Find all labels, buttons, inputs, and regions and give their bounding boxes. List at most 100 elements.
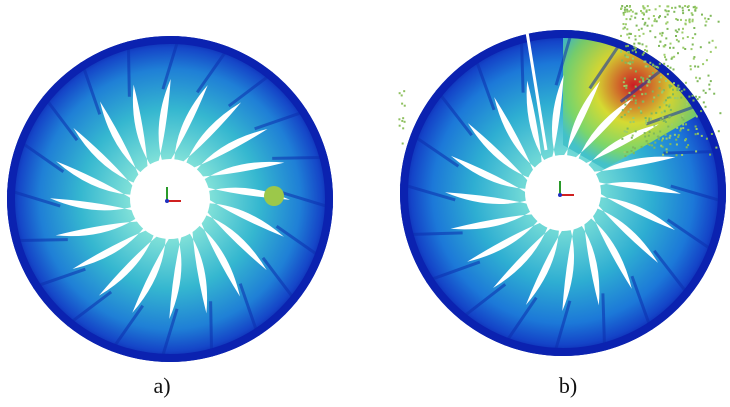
debris-particle	[624, 9, 626, 11]
debris-particle	[404, 121, 406, 123]
debris-particle	[635, 70, 637, 72]
debris-particle	[690, 65, 692, 67]
debris-particle	[621, 60, 623, 62]
debris-particle	[670, 85, 672, 87]
debris-particle	[688, 9, 690, 11]
debris-particle	[697, 133, 699, 135]
debris-particle	[399, 92, 401, 94]
debris-particle	[631, 15, 633, 17]
debris-particle	[398, 118, 400, 120]
debris-particle	[620, 35, 622, 37]
debris-particle	[660, 76, 662, 78]
debris-particle	[632, 58, 634, 60]
debris-particle	[645, 45, 647, 47]
debris-particle	[630, 9, 632, 11]
debris-particle	[677, 52, 679, 54]
sector-edge	[405, 233, 462, 235]
debris-particle	[654, 36, 656, 38]
debris-particle	[673, 56, 675, 58]
debris-particle	[694, 33, 696, 35]
debris-particle	[647, 5, 649, 7]
debris-particle	[620, 8, 622, 10]
debris-particle	[715, 47, 717, 49]
debris-particle	[621, 5, 623, 7]
debris-particle	[653, 147, 655, 149]
debris-particle	[693, 58, 695, 60]
debris-particle	[676, 154, 678, 156]
debris-particle	[665, 23, 667, 25]
debris-particle	[677, 85, 679, 87]
debris-particle	[638, 29, 640, 31]
debris-particle	[672, 89, 674, 91]
debris-particle	[718, 130, 720, 132]
debris-particle	[688, 96, 690, 98]
debris-particle	[645, 117, 647, 119]
debris-particle	[641, 28, 643, 30]
debris-particle	[702, 63, 704, 65]
debris-particle	[651, 144, 653, 146]
debris-particle	[696, 128, 698, 130]
debris-particle	[652, 72, 654, 74]
debris-particle	[695, 96, 697, 98]
debris-particle	[664, 54, 666, 56]
debris-particle	[635, 86, 637, 88]
debris-particle	[623, 81, 625, 83]
sector-edge	[603, 293, 605, 350]
debris-particle	[634, 35, 636, 37]
debris-particle	[661, 92, 663, 94]
debris-particle	[632, 50, 634, 52]
debris-particle	[691, 48, 693, 50]
debris-particle	[633, 43, 635, 45]
debris-particle	[624, 151, 626, 153]
debris-particle	[658, 138, 660, 140]
debris-particle	[672, 93, 674, 95]
debris-particle	[678, 40, 680, 42]
debris-particle	[676, 39, 678, 41]
debris-particle	[682, 115, 684, 117]
debris-particle	[683, 119, 685, 121]
debris-particle	[682, 7, 684, 9]
debris-particle	[668, 10, 670, 12]
debris-particle	[684, 5, 686, 7]
debris-particle	[670, 109, 672, 111]
debris-particle	[662, 154, 664, 156]
debris-particle	[632, 135, 634, 137]
debris-particle	[665, 134, 667, 136]
debris-particle	[686, 101, 688, 103]
debris-particle	[621, 138, 623, 140]
hub	[525, 155, 601, 231]
debris-particle	[682, 124, 684, 126]
debris-particle	[708, 42, 710, 44]
debris-particle	[655, 134, 657, 136]
debris-particle	[665, 59, 667, 61]
debris-particle	[634, 147, 636, 149]
debris-particle	[642, 18, 644, 20]
debris-particle	[663, 120, 665, 122]
debris-particle	[681, 154, 683, 156]
debris-particle	[692, 95, 694, 97]
debris-particle	[626, 28, 628, 30]
debris-particle	[669, 143, 671, 145]
debris-particle	[626, 131, 628, 133]
debris-particle	[682, 10, 684, 12]
debris-particle	[649, 62, 651, 64]
debris-particle	[641, 146, 643, 148]
debris-particle	[695, 77, 697, 79]
debris-particle	[681, 32, 683, 34]
debris-particle	[680, 97, 682, 99]
debris-particle	[657, 94, 659, 96]
debris-particle	[669, 47, 671, 49]
debris-particle	[623, 23, 625, 25]
debris-particle	[660, 119, 662, 121]
debris-particle	[705, 21, 707, 23]
debris-particle	[708, 75, 710, 77]
debris-particle	[686, 146, 688, 148]
debris-particle	[664, 16, 666, 18]
debris-particle	[665, 37, 667, 39]
sector-edge	[211, 301, 212, 356]
debris-particle	[635, 39, 637, 41]
debris-particle	[646, 78, 648, 80]
debris-particle	[630, 108, 632, 110]
debris-particle	[658, 45, 660, 47]
debris-particle	[663, 45, 665, 47]
